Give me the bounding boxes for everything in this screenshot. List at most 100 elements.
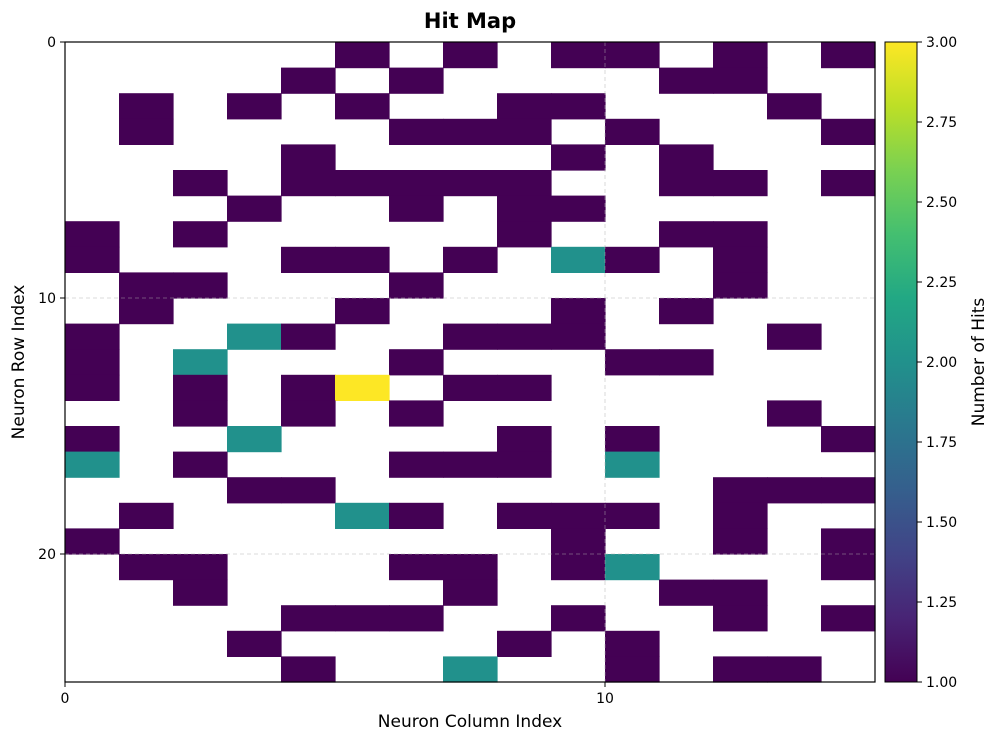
heatmap-cell bbox=[551, 93, 606, 120]
heatmap-cell bbox=[713, 656, 768, 683]
heatmap-cell bbox=[605, 118, 660, 145]
heatmap-cell bbox=[65, 426, 120, 453]
heatmap-cell bbox=[497, 195, 552, 222]
heatmap-cell bbox=[659, 144, 714, 171]
heatmap-cell bbox=[713, 272, 768, 299]
heatmap-cell bbox=[659, 579, 714, 606]
heatmap-cell bbox=[497, 451, 552, 478]
heatmap-cell bbox=[389, 349, 444, 376]
heatmap-cell bbox=[713, 605, 768, 632]
heatmap-cell bbox=[335, 374, 390, 401]
heatmap-cell bbox=[821, 554, 876, 581]
heatmap-cell bbox=[173, 554, 228, 581]
heatmap-cell bbox=[659, 170, 714, 197]
heatmap-cell bbox=[119, 272, 174, 299]
heatmap-cell bbox=[551, 554, 606, 581]
heatmap-cell bbox=[173, 170, 228, 197]
heatmap-cell bbox=[65, 451, 120, 478]
heatmap-cell bbox=[443, 118, 498, 145]
heatmap-cells bbox=[65, 42, 876, 683]
heatmap-cell bbox=[713, 528, 768, 555]
plot-frame bbox=[64, 41, 876, 683]
heatmap-cell bbox=[767, 323, 822, 350]
heatmap-cell bbox=[605, 502, 660, 529]
heatmap-cell bbox=[65, 349, 120, 376]
colorbar bbox=[884, 41, 918, 683]
heatmap-cell bbox=[119, 298, 174, 325]
heatmap-cell bbox=[281, 400, 336, 427]
heatmap-cell bbox=[821, 42, 876, 69]
heatmap-cell bbox=[551, 323, 606, 350]
heatmap-cell bbox=[767, 477, 822, 504]
heatmap-cell bbox=[443, 42, 498, 69]
heatmap-cell bbox=[173, 400, 228, 427]
heatmap-cell bbox=[335, 93, 390, 120]
heatmap-cell bbox=[605, 246, 660, 273]
heatmap-cell bbox=[119, 502, 174, 529]
heatmap-cell bbox=[227, 477, 282, 504]
heatmap-cell bbox=[713, 246, 768, 273]
heatmap-cell bbox=[497, 630, 552, 657]
y-tick-label: 20 bbox=[38, 547, 56, 563]
heatmap-cell bbox=[767, 93, 822, 120]
colorbar-tick-label: 3.00 bbox=[926, 35, 957, 51]
heatmap-cell bbox=[281, 656, 336, 683]
heatmap-cell bbox=[335, 605, 390, 632]
heatmap-cell bbox=[65, 246, 120, 273]
heatmap-cell bbox=[605, 42, 660, 69]
colorbar-tick-label: 1.75 bbox=[926, 435, 957, 451]
heatmap-cell bbox=[389, 502, 444, 529]
heatmap-cell bbox=[443, 374, 498, 401]
heatmap-cell bbox=[713, 579, 768, 606]
heatmap-cell bbox=[335, 298, 390, 325]
heatmap-cell bbox=[173, 374, 228, 401]
heatmap-cell bbox=[497, 118, 552, 145]
heatmap-cell bbox=[605, 349, 660, 376]
colorbar-ticks: 1.00 1.25 1.50 1.75 2.00 2.25 2.50 2.75 3.00 bbox=[917, 35, 957, 691]
heatmap-cell bbox=[65, 323, 120, 350]
heatmap-cell bbox=[713, 502, 768, 529]
heatmap-cell bbox=[605, 554, 660, 581]
heatmap-cell bbox=[659, 298, 714, 325]
colorbar-tick-label: 1.00 bbox=[926, 675, 957, 691]
colorbar-tick-label: 1.25 bbox=[926, 595, 957, 611]
heatmap-cell bbox=[497, 221, 552, 248]
chart-title: Hit Map bbox=[424, 9, 516, 33]
heatmap-cell bbox=[551, 42, 606, 69]
heatmap-cell bbox=[821, 477, 876, 504]
heatmap-cell bbox=[497, 170, 552, 197]
heatmap-cell bbox=[497, 323, 552, 350]
heatmap-cell bbox=[281, 67, 336, 94]
heatmap-cell bbox=[605, 451, 660, 478]
heatmap-cell bbox=[551, 298, 606, 325]
heatmap-cell bbox=[551, 246, 606, 273]
heatmap-cell bbox=[389, 67, 444, 94]
x-tick-label: 0 bbox=[61, 691, 70, 707]
heatmap-cell bbox=[821, 605, 876, 632]
heatmap-cell bbox=[551, 605, 606, 632]
heatmap-cell bbox=[281, 477, 336, 504]
heatmap-cell bbox=[713, 221, 768, 248]
heatmap-cell bbox=[227, 195, 282, 222]
heatmap-cell bbox=[605, 630, 660, 657]
heatmap-cell bbox=[821, 118, 876, 145]
heatmap-cell bbox=[821, 426, 876, 453]
heatmap-cell bbox=[659, 349, 714, 376]
heatmap-cell bbox=[443, 246, 498, 273]
heatmap-cell bbox=[335, 170, 390, 197]
heatmap-cell bbox=[389, 272, 444, 299]
heatmap-cell bbox=[389, 554, 444, 581]
heatmap-cell bbox=[173, 451, 228, 478]
heatmap-cell bbox=[551, 144, 606, 171]
colorbar-tick-label: 1.50 bbox=[926, 515, 957, 531]
heatmap-cell bbox=[443, 170, 498, 197]
y-axis-label: Neuron Row Index bbox=[9, 285, 29, 440]
heatmap-cell bbox=[389, 118, 444, 145]
heatmap-cell bbox=[551, 502, 606, 529]
heatmap-cell bbox=[659, 221, 714, 248]
heatmap-cell bbox=[335, 246, 390, 273]
heatmap-cell bbox=[65, 374, 120, 401]
heatmap-cell bbox=[767, 400, 822, 427]
heatmap-cell bbox=[227, 93, 282, 120]
